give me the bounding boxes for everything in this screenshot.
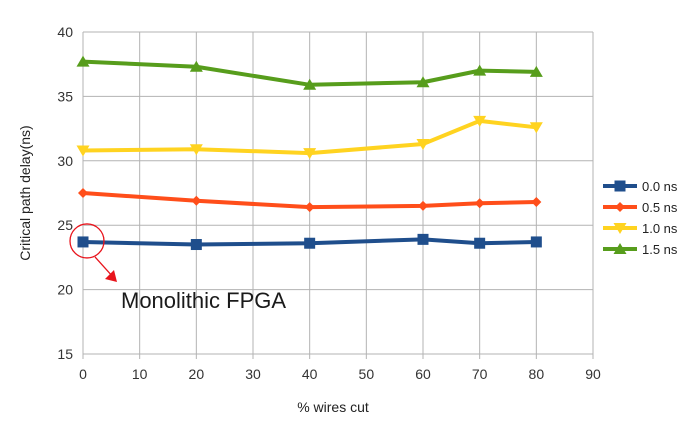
x-tick-label: 50 (359, 366, 375, 382)
triangle-up-marker (613, 243, 627, 254)
series-0-5-ns (78, 188, 542, 213)
triangle-up-marker (303, 78, 317, 90)
legend-item: 1.5 ns (603, 242, 678, 257)
x-tick-label: 10 (132, 366, 148, 382)
triangle-down-marker (613, 223, 627, 234)
x-tick-label: 20 (189, 366, 205, 382)
triangle-up-marker (189, 60, 203, 72)
annotation: Monolithic FPGA (69, 223, 286, 313)
x-axis-label: % wires cut (297, 399, 369, 415)
square-marker (77, 236, 89, 248)
legend-item: 1.0 ns (603, 221, 678, 236)
triangle-up-marker (529, 65, 543, 77)
square-marker (530, 236, 542, 248)
x-tick-label: 70 (472, 366, 488, 382)
x-tick-label: 30 (245, 366, 261, 382)
triangle-down-marker (529, 122, 543, 134)
series-line (82, 59, 537, 87)
x-tick-label: 90 (585, 366, 601, 382)
annotation-label: Monolithic FPGA (121, 288, 286, 313)
diamond-marker (474, 198, 485, 209)
series-1-0-ns (76, 115, 543, 160)
diamond-marker (191, 195, 202, 206)
y-tick-label: 20 (57, 282, 73, 298)
arrowhead-icon (105, 269, 117, 282)
triangle-up-marker (76, 55, 90, 67)
y-tick-label: 40 (57, 24, 73, 40)
square-marker (190, 239, 202, 251)
square-marker (474, 237, 486, 249)
legend-label: 1.5 ns (642, 242, 678, 257)
triangle-down-marker (189, 144, 203, 156)
y-tick-label: 15 (57, 346, 73, 362)
diamond-marker (531, 197, 542, 208)
x-tick-label: 40 (302, 366, 318, 382)
y-axis-ticks: 15 20 25 30 35 40 (57, 24, 73, 362)
legend-label: 1.0 ns (642, 221, 678, 236)
diamond-marker (78, 188, 88, 198)
legend-label: 0.5 ns (642, 200, 678, 215)
series-line (82, 237, 537, 247)
triangle-up-marker (416, 76, 430, 88)
y-tick-label: 35 (57, 88, 73, 104)
legend: 0.0 ns 0.5 ns 1.0 ns 1.5 ns (603, 179, 678, 257)
diamond-marker (418, 200, 428, 211)
legend-item: 0.5 ns (603, 200, 678, 215)
series-1-5-ns (76, 55, 543, 90)
x-tick-label: 80 (529, 366, 545, 382)
diamond-marker (304, 202, 315, 213)
data-series (76, 55, 543, 251)
legend-item: 0.0 ns (603, 179, 678, 194)
series-line (82, 191, 537, 210)
arrow-icon (94, 256, 114, 278)
y-tick-label: 30 (57, 153, 73, 169)
triangle-up-marker (473, 64, 487, 76)
diamond-marker (615, 202, 625, 212)
triangle-down-marker (416, 139, 430, 151)
triangle-down-marker (76, 145, 90, 157)
y-axis-label: Critical path delay(ns) (17, 125, 33, 260)
x-tick-label: 0 (79, 366, 87, 382)
square-marker (614, 180, 626, 192)
highlight-circle (69, 223, 105, 259)
square-marker (304, 237, 316, 249)
x-axis-ticks: 0 10 20 30 40 50 60 70 80 90 (79, 366, 601, 382)
y-tick-label: 25 (57, 217, 73, 233)
x-tick-label: 60 (415, 366, 431, 382)
gridlines (82, 31, 594, 359)
series-line (82, 118, 537, 156)
square-marker (417, 233, 429, 245)
triangle-down-marker (473, 115, 487, 127)
legend-label: 0.0 ns (642, 179, 678, 194)
triangle-down-marker (303, 148, 317, 160)
series-0-0-ns (77, 233, 542, 251)
